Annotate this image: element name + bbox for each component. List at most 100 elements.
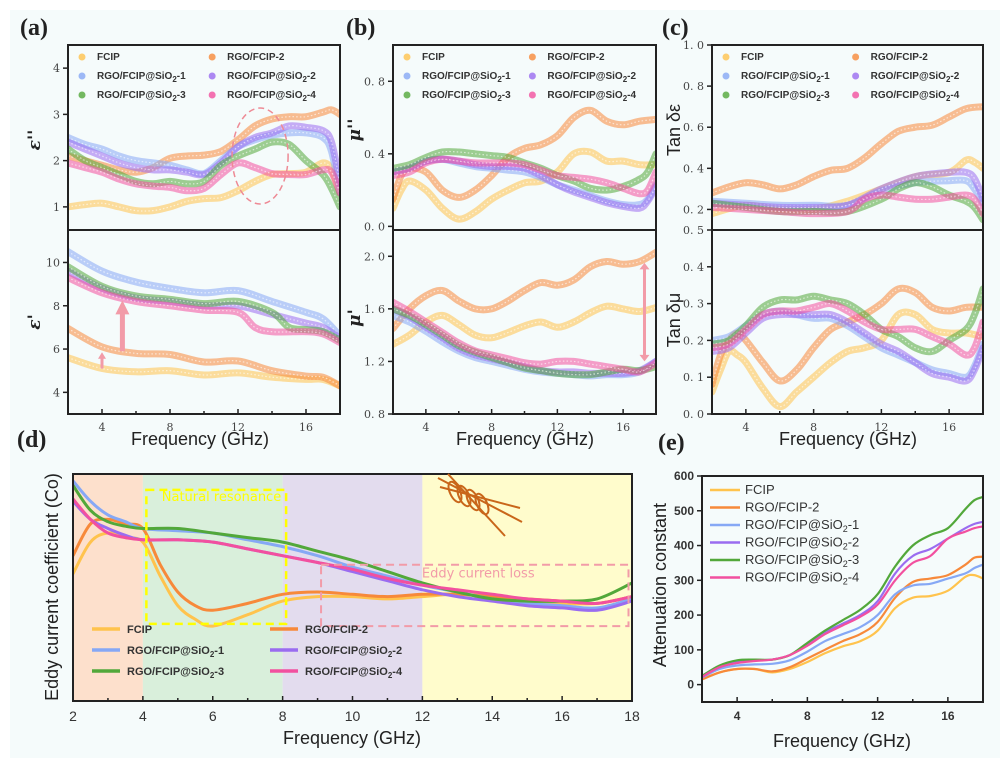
panel-label-a: (a) bbox=[20, 15, 48, 41]
series-dots-rgo-fcip-sio2-4 bbox=[393, 301, 656, 373]
legend-item-rgo-fcip-sio2-1: RGO/FCIP@SiO2-1 bbox=[722, 71, 830, 84]
series-line-rgo-fcip-sio2-4 bbox=[702, 525, 983, 678]
legend-item-rgo-fcip-sio2-3: RGO/FCIP@SiO2-3 bbox=[722, 90, 830, 103]
series-dots-rgo-fcip-sio2-1 bbox=[68, 131, 340, 194]
arrow-head-top bbox=[639, 262, 650, 270]
series-dots-fcip bbox=[393, 305, 656, 345]
series-dots-fcip bbox=[393, 150, 656, 220]
legend-marker bbox=[722, 91, 730, 99]
y-tick-label: 100 bbox=[674, 643, 694, 657]
y-tick-label: 500 bbox=[674, 504, 694, 518]
legend-item-rgo-fcip-2: RGO/FCIP-2 bbox=[852, 52, 928, 63]
y-tick-label: 8 bbox=[53, 300, 60, 313]
x-tick-label: 2 bbox=[69, 708, 77, 724]
x-tick-label: 12 bbox=[874, 421, 888, 434]
series-group bbox=[68, 106, 340, 215]
y-axis-label-a-top: ε'' bbox=[25, 130, 45, 151]
y-tick-label: 0. 2 bbox=[683, 334, 704, 347]
legend-item-rgo-fcip-sio2-3: RGO/FCIP@SiO2-3 bbox=[710, 552, 859, 569]
legend-marker bbox=[852, 53, 860, 61]
legend-label: FCIP bbox=[745, 482, 775, 497]
y-tick-label: 0. 5 bbox=[683, 224, 704, 237]
field-line bbox=[447, 473, 506, 537]
legend-label: RGO/FCIP-2 bbox=[547, 52, 605, 63]
legend-label: RGO/FCIP-2 bbox=[227, 52, 285, 63]
x-axis-label-b: Frequency (GHz) bbox=[456, 429, 594, 449]
legend-item-rgo-fcip-2: RGO/FCIP-2 bbox=[528, 52, 605, 63]
x-tick-label: 16 bbox=[299, 421, 313, 434]
large-arrow-head bbox=[115, 300, 130, 315]
x-tick-label: 8 bbox=[810, 421, 817, 434]
series-line-rgo-fcip-sio2-3 bbox=[73, 484, 632, 603]
panel-label-c: (c) bbox=[662, 15, 689, 41]
legend-label: RGO/FCIP@SiO2-2 bbox=[227, 71, 316, 84]
series-group bbox=[68, 248, 340, 390]
panel-label-d: (d) bbox=[17, 427, 46, 453]
x-tick-label: 10 bbox=[345, 708, 361, 724]
legend-item-rgo-fcip-sio2-4: RGO/FCIP@SiO2-4 bbox=[208, 90, 316, 103]
y-tick-label: 2 bbox=[53, 155, 60, 168]
x-tick-label: 8 bbox=[279, 708, 287, 724]
y-tick-label: 0. 4 bbox=[364, 148, 385, 161]
y-tick-label: 1. 0 bbox=[683, 39, 704, 52]
x-tick-label: 4 bbox=[734, 709, 741, 723]
y-tick-label: 0. 8 bbox=[683, 80, 704, 93]
legend-label: RGO/FCIP@SiO2-2 bbox=[547, 71, 636, 84]
series-line-rgo-fcip-sio2-1 bbox=[73, 479, 632, 610]
panel-a_bot: 4 8 12 16 4 6 8 10 bbox=[46, 229, 341, 434]
legend-item-rgo-fcip-sio2-3: RGO/FCIP@SiO2-3 bbox=[92, 666, 224, 680]
legend-label: FCIP bbox=[741, 52, 764, 63]
panel-label-e: (e) bbox=[658, 430, 685, 456]
series-band-rgo-fcip-sio2-4 bbox=[393, 155, 656, 198]
x-tick-label: 4 bbox=[422, 421, 429, 434]
legend-item-rgo-fcip-sio2-3: RGO/FCIP@SiO2-3 bbox=[403, 90, 511, 103]
legend-label: RGO/FCIP@SiO2-4 bbox=[305, 666, 403, 680]
legend-label: RGO/FCIP@SiO2-1 bbox=[422, 71, 511, 84]
series-dots-rgo-fcip-sio2-4 bbox=[712, 302, 983, 356]
y-axis-label-b-bottom: μ' bbox=[345, 309, 365, 327]
legend-label: RGO/FCIP-2 bbox=[871, 52, 929, 63]
series-line-rgo-fcip-sio2-1 bbox=[702, 563, 983, 679]
y-axis-label-c-bottom: Tan δμ bbox=[664, 293, 684, 347]
series-dots-rgo-fcip-sio2-4 bbox=[68, 277, 340, 344]
legend-marker bbox=[208, 53, 216, 61]
legend-label: RGO/FCIP@SiO2-4 bbox=[745, 570, 859, 587]
y-tick-label: 2. 0 bbox=[364, 250, 385, 263]
legend-item-rgo-fcip-sio2-4: RGO/FCIP@SiO2-4 bbox=[710, 570, 859, 587]
legend-marker bbox=[403, 53, 411, 61]
series-group bbox=[712, 103, 983, 224]
panel-c_bot: 4 8 12 16 0. 0 0. 1 0. 2 0. 3 0. 4 0. 5 bbox=[683, 224, 984, 434]
series-dots-rgo-fcip-sio2-4 bbox=[68, 162, 340, 194]
legend-d: FCIP RGO/FCIP-2 RGO/FCIP@SiO2-1 RGO/FCIP@Si… bbox=[92, 624, 403, 680]
series-group bbox=[702, 495, 983, 681]
y-tick-label: 0. 8 bbox=[364, 408, 385, 421]
arrow-head-bottom bbox=[639, 354, 650, 362]
legend-marker bbox=[403, 72, 411, 80]
legend-item-rgo-fcip-sio2-2: RGO/FCIP@SiO2-2 bbox=[528, 71, 636, 84]
legend-label: RGO/FCIP@SiO2-4 bbox=[547, 90, 636, 103]
dashed-ellipse-annotation bbox=[231, 107, 289, 205]
eddy-current-loss-label: Eddy current loss bbox=[422, 566, 535, 581]
legend-label: RGO/FCIP@SiO2-3 bbox=[745, 552, 859, 569]
y-tick-label: 0. 8 bbox=[364, 75, 385, 88]
series-dots-rgo-fcip-2 bbox=[393, 251, 656, 329]
region-12-18 bbox=[422, 474, 632, 701]
natural-resonance-box bbox=[145, 488, 288, 626]
x-tick-label: 12 bbox=[415, 708, 431, 724]
y-tick-label: 6 bbox=[53, 343, 60, 356]
x-tick-label: 16 bbox=[616, 421, 630, 434]
x-tick-label: 8 bbox=[167, 421, 174, 434]
x-tick-label: 4 bbox=[139, 708, 147, 724]
series-dots-rgo-fcip-sio2-2 bbox=[68, 125, 340, 184]
region-8-12 bbox=[282, 474, 423, 701]
legend-marker bbox=[852, 91, 860, 99]
series-line-rgo-fcip-2 bbox=[702, 555, 983, 681]
x-tick-label: 18 bbox=[624, 708, 640, 724]
legend-item-rgo-fcip-sio2-1: RGO/FCIP@SiO2-1 bbox=[92, 645, 224, 659]
legend-item-fcip: FCIP bbox=[403, 52, 445, 63]
x-tick-label: 8 bbox=[488, 421, 495, 434]
series-line-rgo-fcip-sio2-4 bbox=[73, 498, 632, 606]
legend-label: RGO/FCIP@SiO2-3 bbox=[741, 90, 830, 103]
legend-label: FCIP bbox=[422, 52, 445, 63]
legend-marker bbox=[78, 72, 86, 80]
